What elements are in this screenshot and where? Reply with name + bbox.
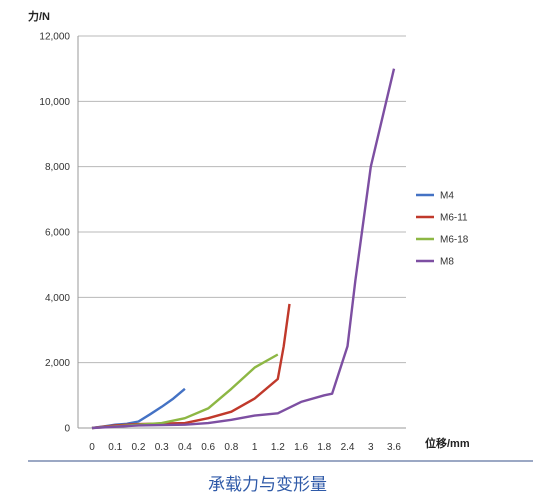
y-tick-labels: 0 2,000 4,000 6,000 8,000 10,000 12,000	[39, 32, 70, 435]
gridlines	[78, 35, 406, 364]
series-line-m8	[91, 68, 396, 430]
x-tick-label: 3.6	[387, 442, 401, 453]
x-tick-label: 1.8	[317, 442, 331, 453]
y-axis-label: 力/N	[28, 9, 50, 23]
x-tick-label: 0.2	[132, 442, 146, 453]
legend-label: M6-18	[440, 235, 469, 246]
legend-label: M4	[440, 191, 454, 202]
x-tick-label: 0.1	[108, 442, 122, 453]
y-tick-label: 12,000	[39, 32, 70, 43]
series-lines	[91, 68, 396, 430]
x-axis-label: 位移/mm	[425, 436, 470, 450]
x-tick-labels: 0 0.1 0.2 0.3 0.4 0.6 0.8 1 1.2 1.6 1.8 2.4 3 3.6	[89, 442, 401, 453]
axes	[77, 36, 406, 429]
y-tick-label: 8,000	[45, 162, 70, 173]
y-tick-label: 2,000	[45, 358, 70, 369]
x-tick-label: 0.6	[201, 442, 215, 453]
x-tick-label: 3	[368, 442, 374, 453]
y-tick-label: 6,000	[45, 228, 70, 239]
x-tick-label: 1.2	[271, 442, 285, 453]
x-tick-label: 1.6	[294, 442, 308, 453]
x-tick-label: 2.4	[341, 442, 355, 453]
x-tick-label: 0.8	[224, 442, 238, 453]
legend-label: M8	[440, 257, 454, 268]
legend: M4 M6-11 M6-18 M8	[416, 191, 469, 268]
x-tick-label: 1	[252, 442, 258, 453]
x-tick-label: 0	[89, 442, 95, 453]
x-tick-label: 0.3	[155, 442, 169, 453]
y-tick-label: 10,000	[39, 97, 70, 108]
chart-caption: 承载力与变形量	[208, 475, 327, 495]
x-tick-label: 0.4	[178, 442, 192, 453]
y-tick-label: 4,000	[45, 293, 70, 304]
y-tick-label: 0	[64, 424, 70, 435]
legend-label: M6-11	[440, 213, 468, 224]
